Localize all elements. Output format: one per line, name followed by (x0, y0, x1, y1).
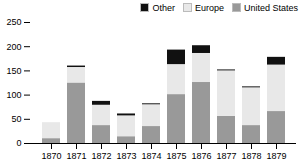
svg-text:1870: 1870 (41, 151, 61, 161)
svg-text:1875: 1875 (166, 151, 186, 161)
svg-text:1876: 1876 (191, 151, 211, 161)
svg-text:1873: 1873 (116, 151, 136, 161)
html-text:Europe: Europe (194, 2, 224, 13)
svg-text:50: 50 (11, 114, 21, 124)
svg-text:1871: 1871 (66, 151, 86, 161)
svg-text:200: 200 (6, 42, 21, 52)
svg-text:100: 100 (6, 90, 21, 100)
svg-text:1879: 1879 (266, 151, 286, 161)
html-text:Other: Other (152, 2, 175, 13)
svg-text:250: 250 (6, 17, 21, 27)
html-text:United States: United States (244, 2, 298, 13)
svg-text:1872: 1872 (91, 151, 111, 161)
svg-text:1874: 1874 (141, 151, 161, 161)
svg-text:1877: 1877 (216, 151, 236, 161)
svg-text:150: 150 (6, 66, 21, 76)
svg-text:0: 0 (16, 138, 21, 148)
svg-text:1878: 1878 (241, 151, 261, 161)
